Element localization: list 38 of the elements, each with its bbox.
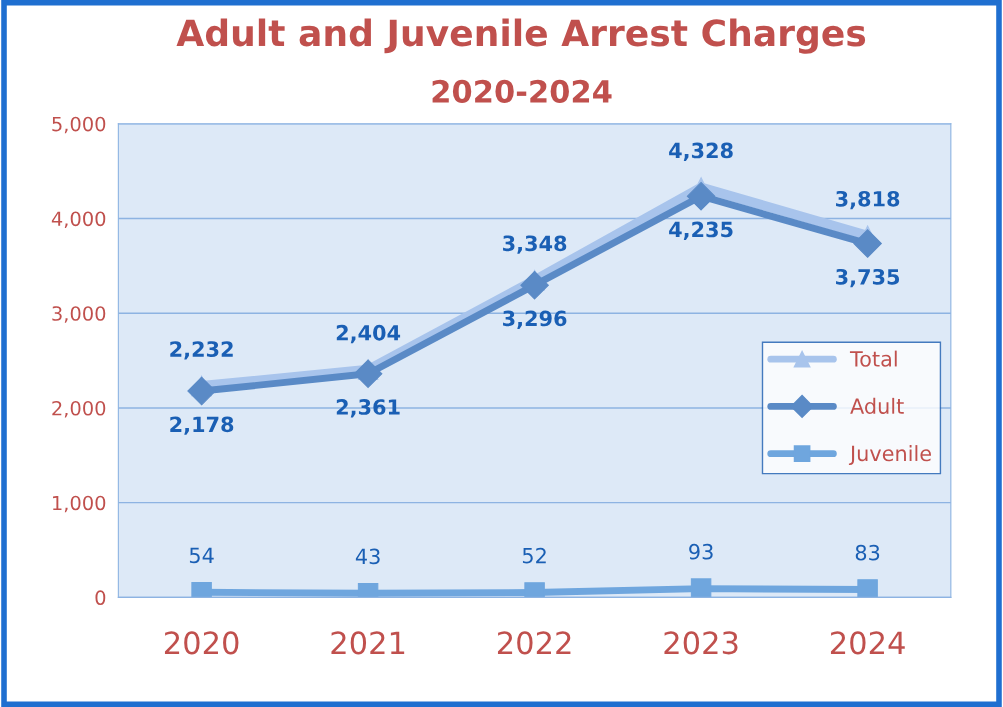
y-tick-label: 1,000: [53, 495, 106, 513]
data-label: 93: [689, 543, 713, 560]
y-tick-label: 3,000: [52, 306, 106, 323]
y-tick-label: 4,000: [51, 211, 106, 229]
x-tick-label: 2022: [497, 631, 571, 655]
x-tick-label: 2024: [830, 631, 905, 655]
data-label: 3,296: [503, 310, 567, 329]
data-label: 2,361: [336, 399, 400, 418]
point: [690, 578, 712, 598]
data-label: 2,232: [170, 341, 233, 360]
data-label: 4,235: [669, 221, 733, 240]
data-label: 3,735: [836, 268, 900, 288]
data-label: 3,348: [503, 235, 567, 254]
data-label: 54: [189, 547, 214, 564]
data-label: 3,818: [836, 190, 900, 210]
y-tick-label: 0: [95, 590, 106, 606]
point: [520, 270, 549, 300]
data-label: 43: [355, 548, 380, 565]
x-tick-label: 2023: [664, 631, 738, 655]
point: [857, 579, 878, 598]
data-label: 2,404: [336, 324, 401, 344]
y-tick-label: 5,000: [52, 116, 106, 134]
point: [853, 229, 882, 258]
point: [353, 359, 383, 389]
data-label: 4,328: [669, 142, 733, 162]
legend-label: Adult: [850, 397, 904, 414]
data-label: 83: [855, 544, 880, 561]
chart-subtitle: 2020-2024: [432, 79, 612, 103]
y-tick-label: 2,000: [52, 400, 106, 418]
x-tick-label: 2021: [331, 631, 405, 655]
point: [187, 376, 216, 406]
legend-label: Juvenile: [848, 445, 931, 466]
data-label: 2,178: [170, 416, 234, 435]
point: [686, 181, 716, 211]
legend-label: Total: [849, 350, 897, 367]
data-label: 52: [522, 547, 546, 564]
x-tick-label: 2020: [164, 631, 239, 655]
chart-title: Adult and Juvenile Arrest Charges: [176, 18, 866, 54]
